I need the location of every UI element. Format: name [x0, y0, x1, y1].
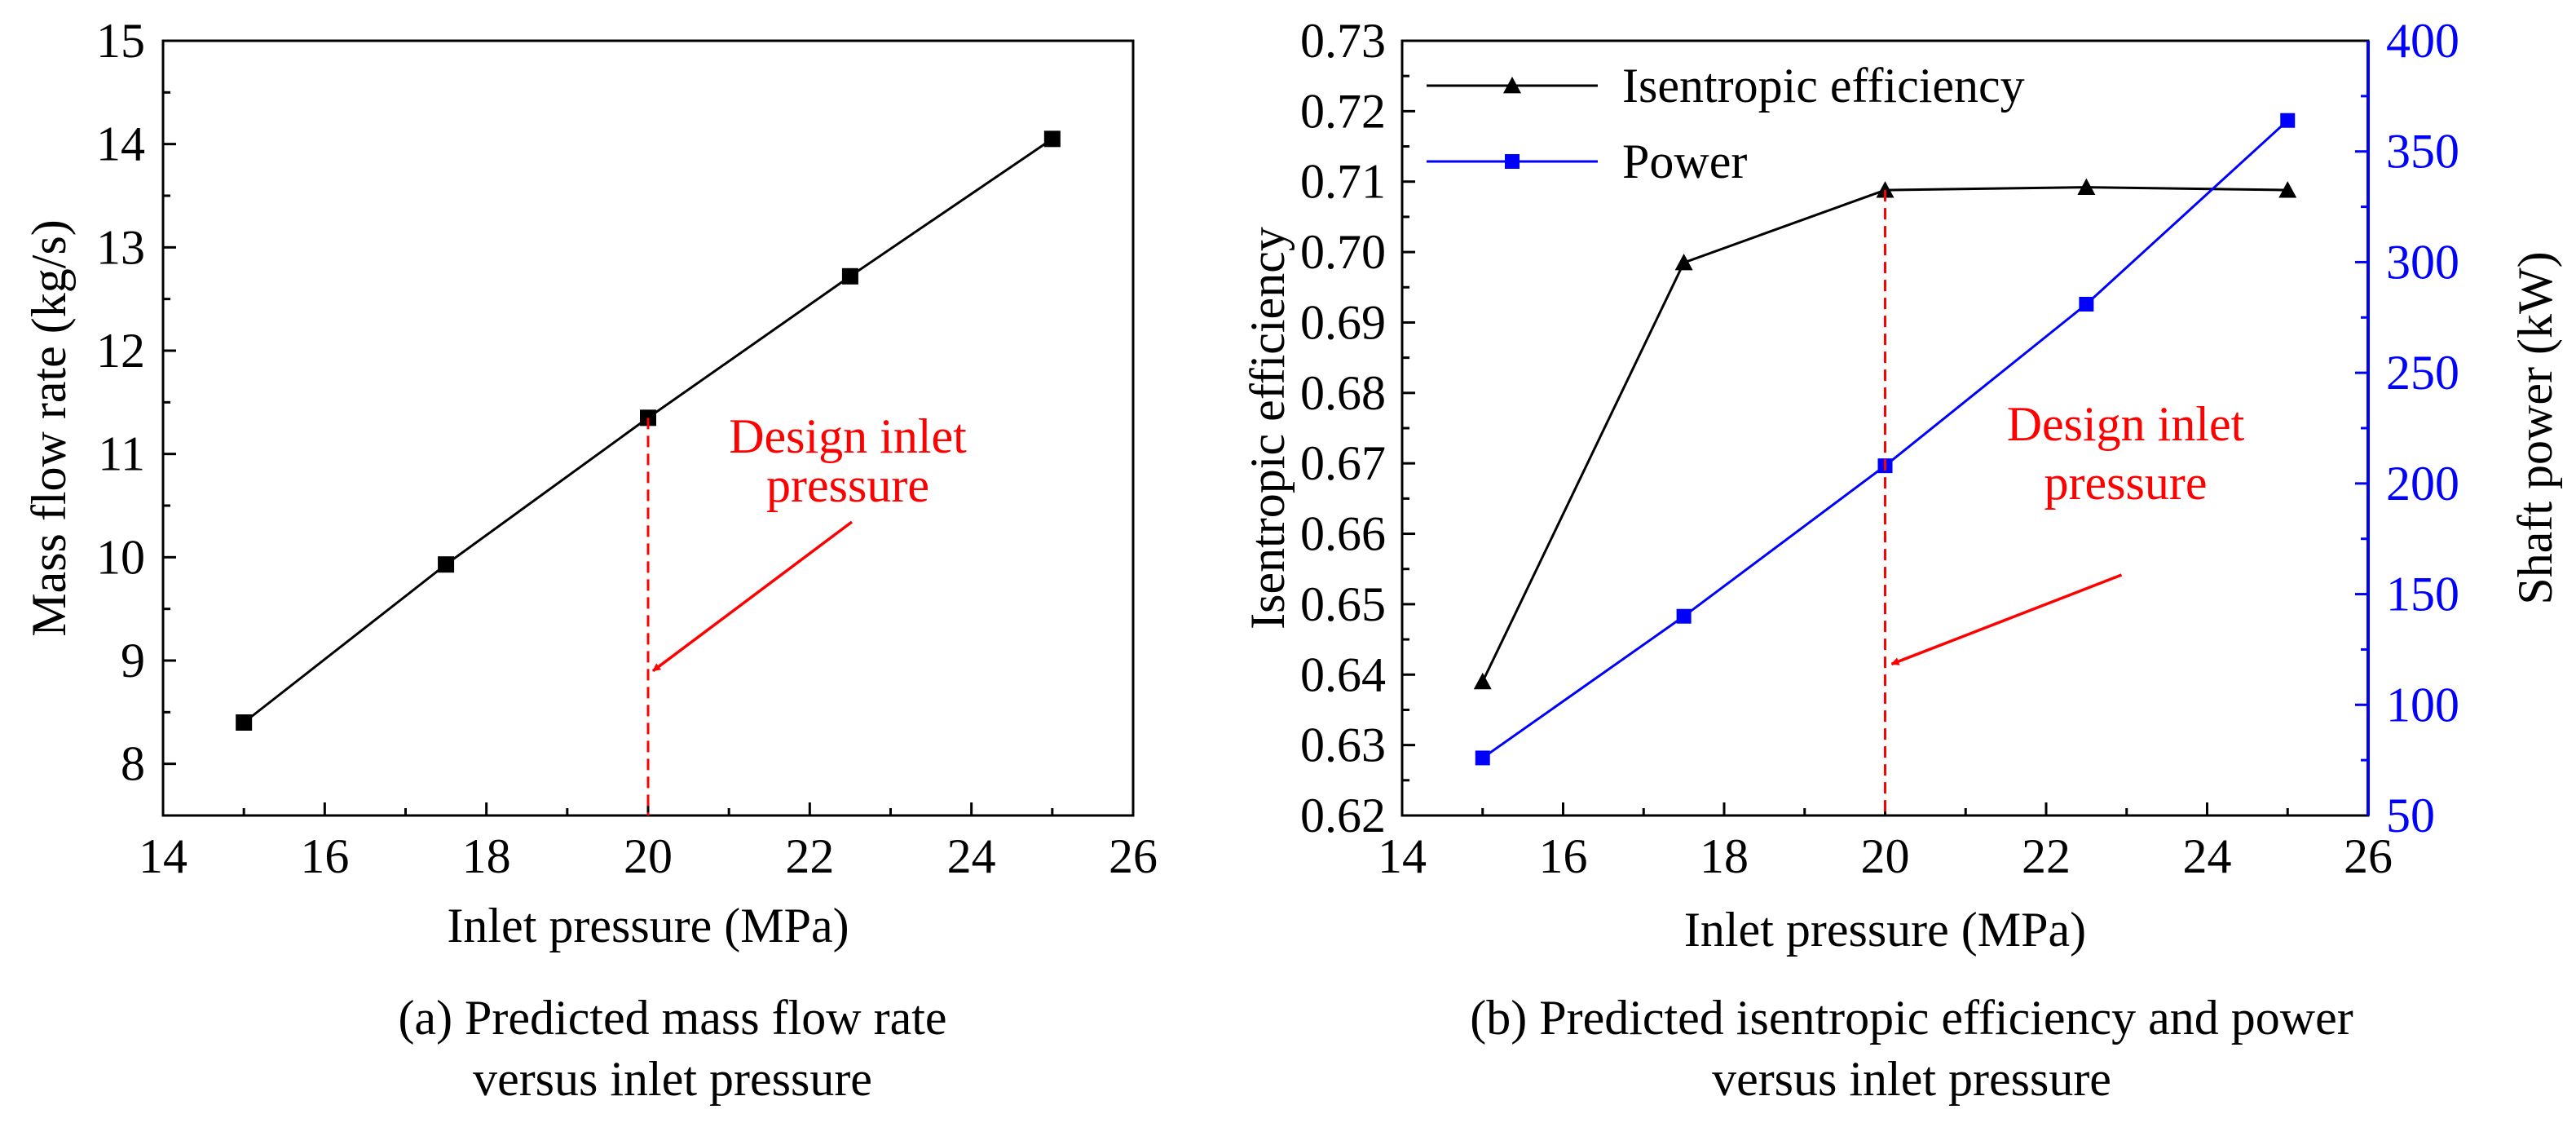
annotation-line1-b: Design inlet — [2007, 397, 2245, 451]
x-tick-label-a: 24 — [947, 829, 996, 883]
data-point-efficiency — [1876, 181, 1895, 198]
x-tick-label-a: 14 — [139, 829, 187, 883]
y-axis-label-a: Mass flow rate (kg/s) — [22, 219, 76, 637]
y-tick-label-a: 8 — [121, 737, 145, 791]
y-tick-label-b: 0.71 — [1300, 155, 1386, 209]
y-tick-label-a: 14 — [96, 117, 145, 171]
caption-line1-a: (a) Predicted mass flow rate — [398, 991, 946, 1045]
y2-tick-label-b: 400 — [2386, 14, 2459, 68]
y-tick-label-b: 0.67 — [1300, 436, 1386, 490]
data-point-power — [2079, 297, 2094, 312]
y2-tick-label-b: 250 — [2386, 346, 2459, 400]
chart-panel-a: 14 16 18 20 22 24 26 8 9 10 11 12 13 14 15 Design inle… — [22, 14, 1158, 1106]
legend-marker-power — [1505, 154, 1520, 169]
y-tick-label-b: 0.69 — [1300, 295, 1386, 349]
y-tick-label-a: 15 — [96, 14, 145, 68]
data-point-efficiency — [2077, 178, 2096, 195]
y-tick-label-b: 0.65 — [1300, 577, 1386, 631]
y-tick-label-b: 0.68 — [1300, 366, 1386, 420]
y-tick-label-b: 0.73 — [1300, 14, 1386, 68]
legend-marker-efficiency — [1503, 77, 1521, 94]
caption-line2-b: versus inlet pressure — [1712, 1052, 2111, 1106]
y-tick-label-a: 11 — [98, 427, 145, 481]
y2-tick-label-b: 50 — [2386, 789, 2435, 842]
y-tick-label-b: 0.62 — [1300, 789, 1386, 842]
data-point-power — [2280, 113, 2296, 128]
x-tick-label-a: 20 — [624, 829, 673, 883]
data-point-mass-flow — [1043, 130, 1061, 148]
x-tick-label-b: 20 — [1861, 829, 1910, 883]
annotation-line2-b: pressure — [2044, 456, 2208, 510]
data-point-efficiency — [1674, 254, 1693, 271]
y2-tick-label-b: 200 — [2386, 457, 2459, 510]
x-tick-label-a: 26 — [1109, 829, 1158, 883]
x-tick-label-a: 16 — [300, 829, 349, 883]
caption-line2-a: versus inlet pressure — [473, 1052, 872, 1106]
y-tick-label-b: 0.70 — [1300, 225, 1386, 279]
design-pressure-arrow-b — [1890, 573, 2123, 665]
y2-tick-label-b: 100 — [2386, 678, 2459, 731]
y2-tick-label-b: 300 — [2386, 235, 2459, 289]
x-tick-label-b: 18 — [1700, 829, 1749, 883]
y-tick-label-b: 0.64 — [1300, 647, 1386, 701]
y-tick-label-a: 12 — [96, 324, 145, 378]
y-axis-label-b: Isentropic efficiency — [1241, 227, 1295, 630]
y-tick-label-b: 0.66 — [1300, 507, 1386, 561]
y2-tick-label-b: 150 — [2386, 568, 2459, 621]
data-point-efficiency — [2278, 181, 2297, 198]
data-point-mass-flow — [236, 714, 253, 731]
x-tick-label-b: 26 — [2344, 829, 2393, 883]
legend-b: Isentropic efficiency Power — [1427, 59, 2025, 188]
y-tick-label-b: 0.63 — [1300, 718, 1386, 772]
data-point-efficiency — [1473, 672, 1492, 690]
axes-ticks-b: 14 16 18 20 22 24 26 0.62 0.63 0.64 0.65 0.66 0.67 0.… — [1300, 14, 2459, 883]
annotation-line2-a: pressure — [766, 458, 929, 512]
x-tick-label-b: 22 — [2022, 829, 2071, 883]
data-point-mass-flow — [841, 267, 858, 285]
x-axis-label-b: Inlet pressure (MPa) — [1684, 903, 2086, 957]
x-tick-label-b: 16 — [1539, 829, 1588, 883]
y2-tick-label-b: 350 — [2386, 125, 2459, 179]
y-tick-label-b: 0.72 — [1300, 84, 1386, 138]
data-point-power — [1475, 750, 1490, 766]
data-point-mass-flow — [438, 556, 455, 573]
chart-panel-b: 14 16 18 20 22 24 26 0.62 0.63 0.64 0.65 0.66 0.67 0.… — [1241, 14, 2562, 1106]
x-tick-label-a: 18 — [462, 829, 511, 883]
y2-axis-label-b: Shaft power (kW) — [2508, 251, 2562, 604]
annotation-line1-a: Design inlet — [729, 409, 967, 463]
design-pressure-arrow-a — [651, 520, 854, 673]
data-point-power — [1676, 608, 1692, 624]
x-tick-label-a: 22 — [785, 829, 834, 883]
x-tick-label-b: 24 — [2183, 829, 2232, 883]
x-axis-label-a: Inlet pressure (MPa) — [447, 899, 849, 952]
axes-ticks-a: 14 16 18 20 22 24 26 8 9 10 11 12 13 14 15 — [96, 14, 1158, 883]
legend-label-efficiency: Isentropic efficiency — [1622, 59, 2025, 113]
legend-label-power: Power — [1622, 135, 1747, 188]
caption-line1-b: (b) Predicted isentropic efficiency and … — [1470, 991, 2353, 1045]
y-tick-label-a: 10 — [96, 530, 145, 584]
y-tick-label-a: 13 — [96, 220, 145, 274]
y-tick-label-a: 9 — [121, 634, 145, 687]
x-tick-label-b: 14 — [1378, 829, 1427, 883]
